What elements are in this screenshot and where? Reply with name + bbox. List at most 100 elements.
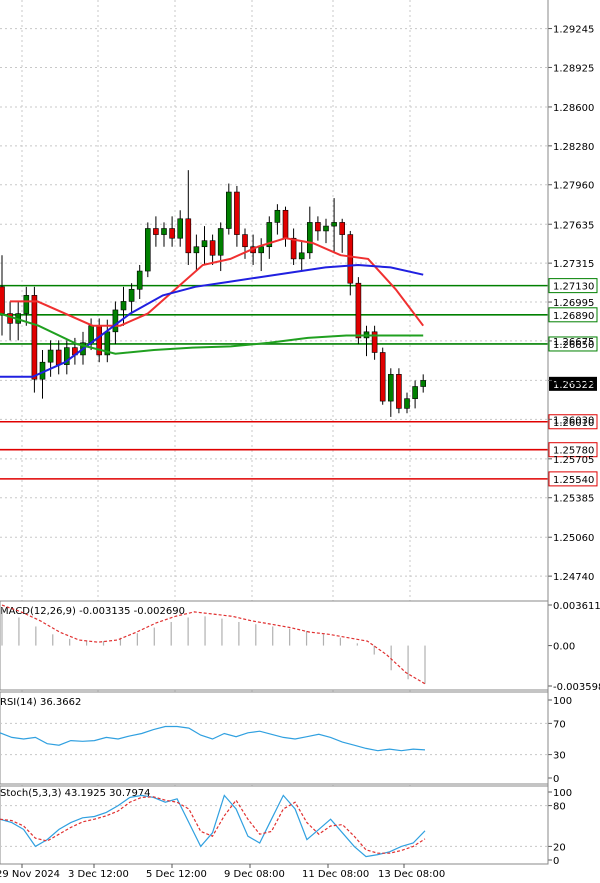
macd-tick-label: 0.00 xyxy=(553,642,575,653)
candle-body xyxy=(371,331,378,353)
candle-body xyxy=(420,380,427,387)
candle-body xyxy=(258,246,265,254)
stoch-label: Stoch(5,3,3) 43.1925 30.7974 xyxy=(0,788,151,799)
candles xyxy=(0,170,427,417)
rsi-line xyxy=(0,725,426,752)
candle-body xyxy=(298,252,305,260)
level-label-box xyxy=(548,278,598,294)
candle-body xyxy=(88,325,94,344)
level-label: 1.26650 xyxy=(553,340,594,351)
candle-body xyxy=(234,191,240,235)
macd-signal-line xyxy=(1,604,426,685)
candle-body xyxy=(306,222,313,254)
candle-body xyxy=(55,349,62,365)
stoch-d-line xyxy=(0,796,426,854)
candle-body xyxy=(169,228,175,239)
level-label: 1.26010 xyxy=(553,418,594,429)
rsi-tick-label: 70 xyxy=(553,719,566,730)
stoch-tick-label: 100 xyxy=(553,788,572,799)
tick-label: 1.24740 xyxy=(553,572,594,583)
stoch-panel: Stoch(5,3,3) 43.1925 30.7974 100 80 20 0 xyxy=(0,785,572,867)
candle-body xyxy=(161,228,167,235)
level-label: 1.26890 xyxy=(553,311,594,322)
rsi-tick-label: 100 xyxy=(553,696,572,707)
tick-label: 1.29245 xyxy=(553,25,594,36)
ma-fast-line xyxy=(10,237,424,327)
stoch-k-line xyxy=(0,794,426,858)
price-axis: 1.29245 1.28925 1.28600 1.28280 1.27960 1.276… xyxy=(548,25,594,583)
level-label-box xyxy=(548,307,598,323)
macd-tick-label: 0.003611 xyxy=(553,601,600,612)
current-price-box xyxy=(549,376,597,391)
candle-body xyxy=(242,234,248,248)
tick-label: 1.27635 xyxy=(553,220,594,231)
candle-body xyxy=(136,270,143,290)
macd-label: MACD(12,26,9) -0.003135 -0.002690 xyxy=(0,606,185,617)
candle-body xyxy=(153,228,159,235)
candle-body xyxy=(209,240,216,256)
level-label: 1.25780 xyxy=(553,446,594,457)
rsi-tick-label: 0 xyxy=(553,774,559,785)
candle-body xyxy=(47,349,54,363)
candle-body xyxy=(355,282,362,339)
candle-body xyxy=(266,222,273,248)
candle-body xyxy=(145,228,151,272)
level-label: 1.27130 xyxy=(553,282,594,293)
candle-body xyxy=(23,295,30,314)
level-label: 1.25540 xyxy=(553,475,594,486)
macd-panel: MACD(12,26,9) -0.003135 -0.002690 0.0036… xyxy=(0,600,600,693)
time-tick-label: 29 Nov 2024 xyxy=(0,869,60,879)
candle-body xyxy=(412,386,418,399)
tick-label: 1.28280 xyxy=(553,142,594,153)
current-price-label: 1.26322 xyxy=(553,380,594,391)
tick-label: 1.26675 xyxy=(553,337,594,348)
candle-body xyxy=(339,222,346,235)
candle-body xyxy=(323,225,329,232)
time-tick-label: 13 Dec 08:00 xyxy=(378,869,445,879)
time-axis: 29 Nov 2024 3 Dec 12:00 5 Dec 12:00 9 Dec 0… xyxy=(0,864,445,880)
tick-label: 1.26995 xyxy=(553,298,594,309)
ma-mid-line xyxy=(0,263,424,378)
time-tick-label: 5 Dec 12:00 xyxy=(146,869,207,879)
candle-body xyxy=(315,222,321,232)
candle-body xyxy=(217,228,224,256)
candle-body xyxy=(128,288,135,302)
tick-label: 1.26030 xyxy=(553,415,594,426)
tick-label: 1.26350 xyxy=(553,376,594,387)
time-tick-label: 9 Dec 08:00 xyxy=(224,869,285,879)
candle-body xyxy=(177,218,183,239)
candle-body xyxy=(347,234,354,284)
tick-label: 1.28600 xyxy=(553,103,594,114)
tick-label: 1.25385 xyxy=(553,494,594,505)
candle-body xyxy=(331,222,337,227)
candle-body xyxy=(274,209,281,223)
rsi-panel: RSI(14) 36.3662 100 70 30 0 xyxy=(0,691,572,785)
level-label-box xyxy=(548,336,598,352)
candle-body xyxy=(31,295,38,380)
tick-label: 1.28925 xyxy=(553,63,594,74)
tick-label: 1.25060 xyxy=(553,533,594,544)
rsi-tick-label: 30 xyxy=(553,751,566,762)
candle-body xyxy=(193,246,200,254)
candle-body xyxy=(282,209,289,239)
stoch-tick-label: 0 xyxy=(553,856,559,867)
candle-body xyxy=(7,313,13,324)
time-tick-label: 11 Dec 08:00 xyxy=(302,869,369,879)
level-label-box xyxy=(548,414,598,430)
candle-body xyxy=(290,237,297,260)
candle-body xyxy=(396,374,402,409)
stoch-tick-label: 80 xyxy=(553,802,566,813)
candle-body xyxy=(64,347,70,365)
candle-body xyxy=(112,309,119,333)
level-label-box xyxy=(548,471,598,487)
candle-body xyxy=(226,191,232,229)
ma-slow-line xyxy=(0,312,424,355)
candle-body xyxy=(185,218,192,254)
candle-body xyxy=(0,286,5,314)
candle-body xyxy=(201,240,208,248)
candle-body xyxy=(379,352,386,402)
tick-label: 1.27315 xyxy=(553,259,594,270)
stoch-tick-label: 20 xyxy=(553,842,566,853)
level-lines: 1.27130 1.26890 1.26650 1.26010 1.25780 1.255… xyxy=(0,278,598,487)
